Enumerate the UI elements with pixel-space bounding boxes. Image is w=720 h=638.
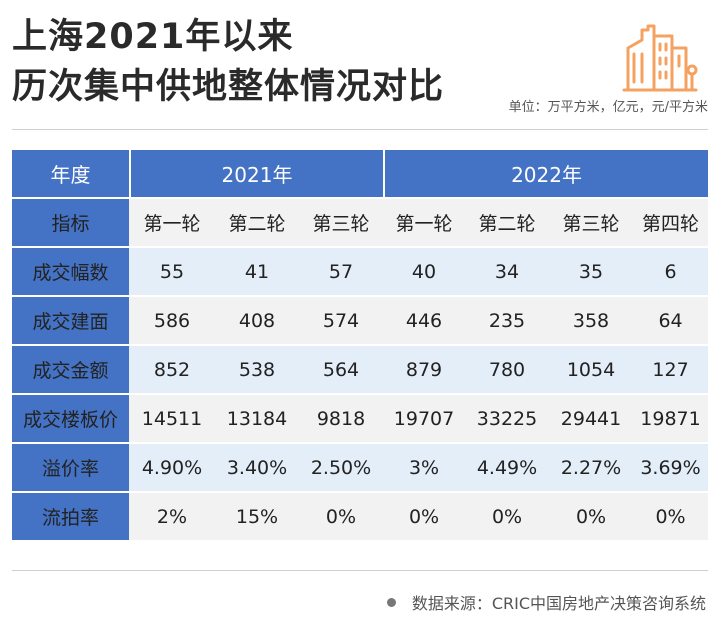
table-cell: 19871 <box>633 395 709 444</box>
row-label: 成交金额 <box>12 346 129 395</box>
round-cell: 第二轮 <box>465 199 550 248</box>
table-cell: 538 <box>215 346 299 395</box>
bullet-dot-icon <box>386 597 396 607</box>
round-cell: 第一轮 <box>129 199 215 248</box>
table-cell: 879 <box>383 346 466 395</box>
divider-top <box>12 129 708 130</box>
land-supply-table: 年度 2021年 2022年 指标 第一轮 第二轮 第三轮 第一轮 第二轮 第三… <box>12 150 709 542</box>
table-cell: 0% <box>549 493 634 542</box>
table-row: 成交建面 586 408 574 446 235 358 64 <box>12 297 709 346</box>
table-cell: 14511 <box>129 395 215 444</box>
table-cell: 34 <box>465 248 550 297</box>
table-cell: 35 <box>549 248 634 297</box>
row-label: 溢价率 <box>12 444 129 493</box>
year-2022: 2022年 <box>383 150 709 199</box>
table-cell: 15% <box>215 493 299 542</box>
table-cell: 1054 <box>549 346 634 395</box>
table-cell: 29441 <box>549 395 634 444</box>
table-cell: 780 <box>465 346 550 395</box>
unit-note: 单位：万平方米，亿元，元/平方米 <box>508 100 708 115</box>
row-label: 成交楼板价 <box>12 395 129 444</box>
table-cell: 2.50% <box>299 444 384 493</box>
table-cell: 446 <box>383 297 466 346</box>
table-cell: 19707 <box>383 395 466 444</box>
table-cell: 358 <box>549 297 634 346</box>
round-cell: 第三轮 <box>549 199 634 248</box>
table-cell: 127 <box>633 346 709 395</box>
indicator-label: 指标 <box>12 199 129 248</box>
table-cell: 6 <box>633 248 709 297</box>
data-source-text: 数据来源：CRIC中国房地产决策咨询系统 <box>411 594 706 613</box>
table-cell: 235 <box>465 297 550 346</box>
year-2021: 2021年 <box>129 150 384 199</box>
table-cell: 3.40% <box>215 444 299 493</box>
row-label: 成交幅数 <box>12 248 129 297</box>
table-row: 成交楼板价 14511 13184 9818 19707 33225 29441… <box>12 395 709 444</box>
round-header-row: 指标 第一轮 第二轮 第三轮 第一轮 第二轮 第三轮 第四轮 <box>12 199 709 248</box>
table-row: 流拍率 2% 15% 0% 0% 0% 0% 0% <box>12 493 709 542</box>
buildings-icon <box>622 24 698 92</box>
table-row: 成交幅数 55 41 57 40 34 35 6 <box>12 248 709 297</box>
table-cell: 408 <box>215 297 299 346</box>
table-cell: 564 <box>299 346 384 395</box>
year-header-row: 年度 2021年 2022年 <box>12 150 709 199</box>
table-cell: 852 <box>129 346 215 395</box>
table-cell: 3% <box>383 444 466 493</box>
table-cell: 0% <box>299 493 384 542</box>
table-cell: 40 <box>383 248 466 297</box>
table-cell: 64 <box>633 297 709 346</box>
table-cell: 13184 <box>215 395 299 444</box>
table-cell: 586 <box>129 297 215 346</box>
row-label: 流拍率 <box>12 493 129 542</box>
data-source: 数据来源：CRIC中国房地产决策咨询系统 <box>386 590 706 614</box>
page-title-line2: 历次集中供地整体情况对比 <box>12 67 445 107</box>
divider-bottom <box>12 570 708 571</box>
table-cell: 9818 <box>299 395 384 444</box>
table-cell: 2.27% <box>549 444 634 493</box>
round-cell: 第四轮 <box>633 199 709 248</box>
table-cell: 0% <box>383 493 466 542</box>
table-row: 溢价率 4.90% 3.40% 2.50% 3% 4.49% 2.27% 3.6… <box>12 444 709 493</box>
page-title-line1: 上海2021年以来 <box>12 17 294 57</box>
table-cell: 57 <box>299 248 384 297</box>
table-cell: 55 <box>129 248 215 297</box>
row-label: 成交建面 <box>12 297 129 346</box>
table-cell: 0% <box>633 493 709 542</box>
round-cell: 第三轮 <box>299 199 384 248</box>
table-cell: 41 <box>215 248 299 297</box>
table-cell: 33225 <box>465 395 550 444</box>
table-cell: 4.90% <box>129 444 215 493</box>
table-row: 成交金额 852 538 564 879 780 1054 127 <box>12 346 709 395</box>
table-cell: 2% <box>129 493 215 542</box>
table-cell: 3.69% <box>633 444 709 493</box>
table-cell: 4.49% <box>465 444 550 493</box>
year-label: 年度 <box>12 150 129 199</box>
table-cell: 0% <box>465 493 550 542</box>
round-cell: 第二轮 <box>215 199 299 248</box>
table-cell: 574 <box>299 297 384 346</box>
round-cell: 第一轮 <box>383 199 466 248</box>
